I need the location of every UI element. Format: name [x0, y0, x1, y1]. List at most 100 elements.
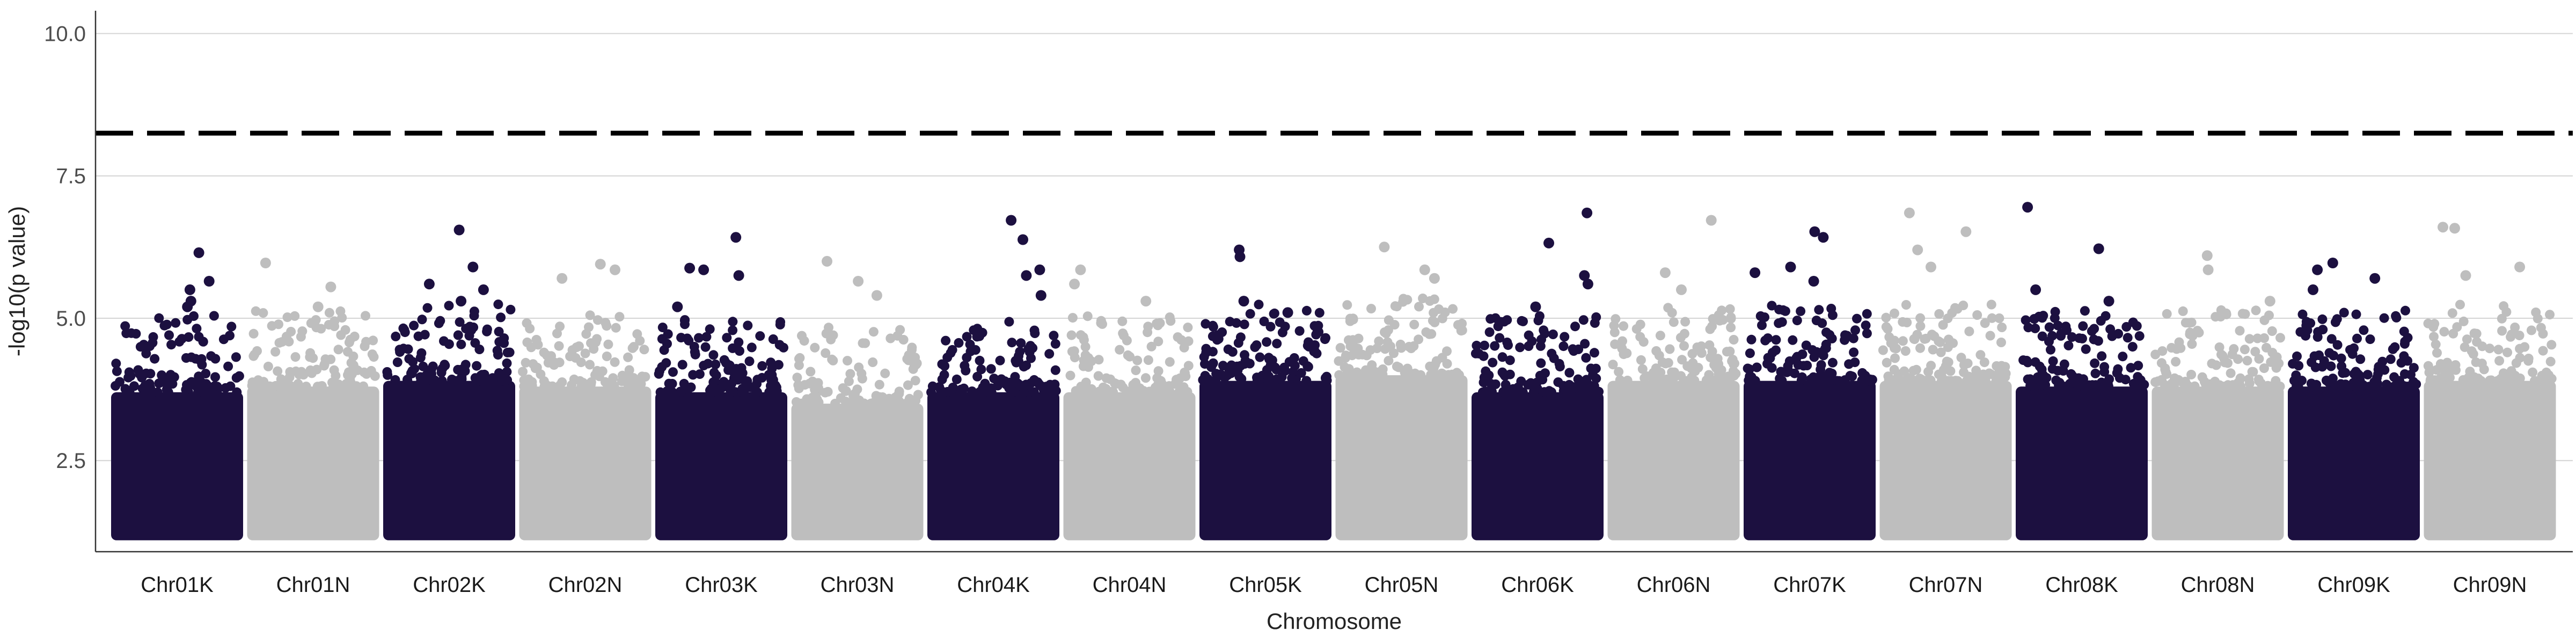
snp-point — [2326, 334, 2337, 344]
snp-point — [1093, 371, 1103, 381]
snp-point — [705, 324, 715, 334]
snp-point — [1589, 348, 1599, 358]
snp-point — [1275, 317, 1285, 327]
snp-point — [1570, 321, 1580, 332]
snp-point — [1986, 299, 1996, 310]
snp-point — [1262, 337, 1272, 347]
snp-point — [910, 376, 920, 386]
snp-point — [2226, 368, 2236, 378]
snp-point — [719, 355, 729, 365]
snp-point — [1265, 321, 1276, 332]
x-tick-label: Chr01N — [276, 573, 350, 597]
snp-point — [694, 333, 704, 343]
snp-point — [2511, 358, 2521, 368]
snp-point — [2267, 381, 2278, 391]
snp-point — [1487, 386, 1497, 397]
snp-point — [184, 332, 194, 342]
top-hit-point — [1582, 279, 1593, 290]
snp-point — [409, 320, 419, 331]
snp-point — [1128, 380, 1138, 390]
snp-point — [348, 352, 358, 361]
snp-point — [1085, 386, 1095, 397]
snp-point — [2467, 346, 2477, 356]
top-hit-point — [822, 255, 832, 267]
snp-point — [2458, 316, 2469, 326]
snp-point — [1005, 377, 1015, 387]
snp-point — [2437, 372, 2447, 383]
snp-point — [1334, 370, 1344, 380]
snp-point — [1438, 369, 1448, 379]
top-hit-point — [325, 281, 336, 292]
snp-point — [1021, 379, 1031, 390]
top-hit-point — [1018, 234, 1028, 245]
snp-point — [2379, 313, 2389, 323]
snp-point — [1515, 342, 1525, 353]
snp-point — [436, 368, 447, 378]
snp-point — [1287, 373, 1297, 383]
snp-point — [2059, 359, 2069, 369]
dense-points — [655, 392, 787, 540]
snp-point — [366, 365, 376, 376]
snp-point — [1026, 341, 1036, 351]
snp-point — [965, 346, 976, 356]
snp-point — [2251, 305, 2261, 316]
snp-point — [986, 364, 996, 374]
snp-point — [1123, 350, 1133, 360]
snp-point — [1409, 319, 1419, 330]
snp-point — [912, 358, 922, 368]
snp-point — [1622, 348, 1632, 358]
snp-point — [1067, 313, 1078, 323]
top-hit-point — [467, 261, 479, 273]
snp-point — [2288, 358, 2298, 369]
snp-point — [623, 352, 633, 362]
snp-point — [680, 319, 690, 330]
snp-point — [1590, 386, 1600, 397]
snp-point — [1755, 311, 1766, 321]
snp-point — [2389, 381, 2399, 391]
snp-point — [1850, 325, 1860, 335]
top-hit-point — [853, 276, 864, 287]
snp-point — [2233, 354, 2243, 364]
top-hit-point — [423, 279, 435, 290]
snp-point — [2096, 316, 2106, 326]
snp-point — [206, 387, 216, 397]
snp-point — [1934, 309, 1944, 319]
snp-point — [2133, 361, 2143, 371]
dense-points — [247, 386, 379, 540]
snp-point — [774, 340, 785, 350]
y-tick-label: 2.5 — [56, 449, 86, 473]
top-hit-point — [1034, 264, 1045, 275]
snp-point — [1131, 365, 1141, 376]
snp-point — [2134, 331, 2145, 341]
snp-point — [115, 377, 125, 387]
snp-point — [555, 321, 565, 332]
snp-point — [869, 398, 879, 408]
snp-point — [794, 360, 804, 370]
snp-point — [635, 336, 645, 346]
snp-point — [2336, 353, 2346, 363]
snp-point — [2275, 382, 2285, 391]
snp-point — [1862, 328, 1872, 339]
snp-point — [1218, 361, 1228, 371]
snp-point — [1223, 344, 1233, 354]
snp-point — [1429, 362, 1439, 372]
snp-point — [684, 335, 694, 346]
snp-point — [1007, 387, 1018, 397]
top-hit-point — [1379, 241, 1390, 253]
snp-point — [1143, 321, 1153, 332]
snp-point — [1386, 341, 1395, 352]
top-hit-point — [193, 247, 204, 258]
snp-point — [2546, 340, 2557, 350]
snp-point — [2399, 339, 2410, 349]
snp-point — [2215, 312, 2226, 322]
snp-point — [954, 338, 964, 348]
top-hit-point — [1075, 264, 1086, 275]
snp-point — [1861, 320, 1871, 331]
snp-point — [1490, 341, 1500, 351]
snp-point — [1497, 352, 1507, 362]
snp-point — [209, 311, 219, 321]
snp-point — [319, 359, 330, 369]
snp-point — [1198, 375, 1208, 385]
snp-point — [1479, 351, 1489, 361]
snp-point — [1381, 328, 1391, 339]
